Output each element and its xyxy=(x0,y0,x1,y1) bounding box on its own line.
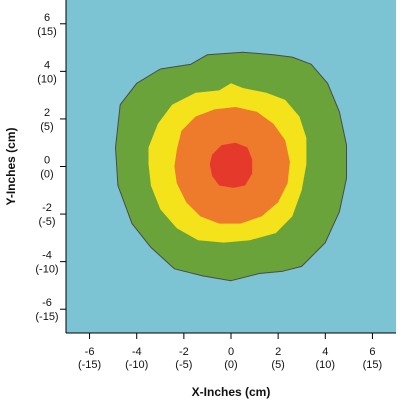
x-tick-sublabel: (0) xyxy=(224,359,237,371)
y-axis-title: Y-Inches (cm) xyxy=(4,127,18,205)
x-tick-sublabel: (15) xyxy=(363,359,383,371)
x-tick-sublabel: (-15) xyxy=(78,359,101,371)
y-tick-label: 6 xyxy=(44,12,50,24)
y-tick-label: -4 xyxy=(42,250,52,262)
x-tick-label: -2 xyxy=(179,346,189,358)
y-tick-label: -2 xyxy=(42,202,52,214)
x-tick-label: -4 xyxy=(132,346,142,358)
x-tick-label: 4 xyxy=(322,346,328,358)
x-tick-label: 2 xyxy=(275,346,281,358)
y-tick-sublabel: (-5) xyxy=(38,216,55,228)
contour-level-4 xyxy=(209,142,253,188)
x-tick-sublabel: (-5) xyxy=(175,359,192,371)
x-tick-sublabel: (-10) xyxy=(125,359,148,371)
x-tick-sublabel: (10) xyxy=(316,359,336,371)
y-tick-label: 0 xyxy=(44,155,50,167)
x-tick-sublabel: (5) xyxy=(271,359,284,371)
y-tick-sublabel: (10) xyxy=(37,73,57,85)
x-tick-label: 0 xyxy=(228,346,234,358)
y-tick-sublabel: (5) xyxy=(40,121,53,133)
tick-labels: -6(-15)-4(-10)-2(-5)0(0)2(5)4(10)6(15)6(… xyxy=(35,12,382,371)
y-tick-sublabel: (0) xyxy=(40,169,53,181)
y-tick-sublabel: (-10) xyxy=(35,264,58,276)
x-axis-title: X-Inches (cm) xyxy=(192,385,271,399)
y-tick-sublabel: (15) xyxy=(37,26,57,38)
y-tick-label: 2 xyxy=(44,107,50,119)
x-tick-label: 6 xyxy=(369,346,375,358)
contour-levels xyxy=(115,51,347,282)
y-tick-label: 4 xyxy=(44,59,50,71)
y-tick-label: -6 xyxy=(42,297,52,309)
x-tick-label: -6 xyxy=(85,346,95,358)
y-tick-sublabel: (-15) xyxy=(35,311,58,323)
